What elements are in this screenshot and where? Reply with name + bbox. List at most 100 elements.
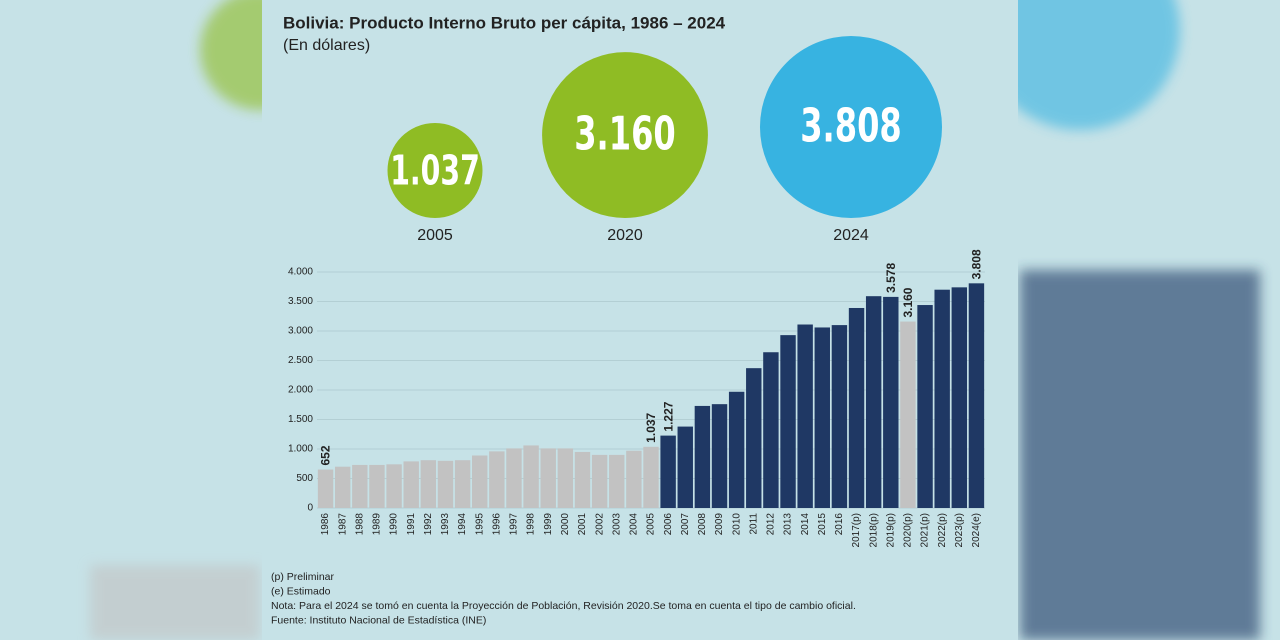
bar (848, 307, 865, 508)
x-tick-label: 2018(p) (868, 513, 879, 547)
bar (780, 335, 796, 508)
bar (317, 469, 334, 508)
bar (523, 445, 539, 508)
x-tick-label: 2005 (646, 513, 657, 536)
x-tick-label: 2007 (680, 513, 691, 536)
blurred-side (90, 0, 1260, 640)
x-tick-label: 2024(e) (971, 513, 982, 547)
bar (506, 448, 522, 508)
bar (369, 464, 385, 508)
highlight-circle (542, 52, 708, 218)
bar (420, 460, 437, 508)
bar (352, 464, 368, 508)
x-tick-label: 2000 (560, 513, 571, 536)
x-tick-label: 1986 (320, 513, 331, 536)
bar (437, 460, 454, 508)
x-tick-label: 1987 (337, 513, 348, 536)
y-tick-label: 1.000 (288, 444, 313, 455)
y-tick-label: 500 (296, 473, 313, 484)
bar (677, 426, 693, 508)
x-tick-label: 2021(p) (920, 513, 931, 547)
value-label: 1.037 (644, 412, 658, 442)
x-tick-label: 2023(p) (954, 513, 965, 547)
x-tick-label: 2001 (577, 513, 588, 536)
value-label: 3.808 (970, 249, 984, 279)
x-tick-label: 1993 (440, 513, 451, 536)
bar (934, 289, 950, 508)
bar (386, 464, 402, 508)
note: Fuente: Instituto Nacional de Estadístic… (271, 614, 486, 626)
x-tick-label: 2015 (817, 513, 828, 536)
bar (660, 435, 676, 508)
bar (540, 448, 556, 508)
highlight-circle (759, 35, 943, 218)
bar (643, 446, 659, 508)
highlight-value: 1.037 (390, 146, 480, 194)
x-tick-label: 1995 (474, 513, 485, 536)
bar (489, 451, 505, 508)
y-tick-label: 3.500 (288, 296, 313, 307)
bar (557, 448, 574, 508)
x-tick-label: 2019(p) (885, 513, 896, 547)
x-tick-label: 2014 (800, 513, 811, 536)
bar (472, 455, 488, 508)
y-tick-label: 1.500 (288, 414, 313, 425)
bar (814, 327, 830, 508)
chart-subtitle: (En dólares) (283, 37, 370, 54)
bar (609, 454, 625, 508)
bar (951, 287, 968, 508)
bar (334, 466, 351, 508)
chart-title: Bolivia: Producto Interno Bruto per cápi… (283, 13, 726, 32)
bar (728, 391, 745, 508)
x-tick-label: 1990 (389, 513, 400, 536)
bar (626, 450, 642, 508)
bar (917, 305, 933, 508)
x-tick-label: 1997 (509, 513, 520, 536)
x-tick-label: 2013 (783, 513, 794, 536)
x-tick-label: 2017(p) (851, 513, 862, 547)
y-tick-label: 2.500 (288, 355, 313, 366)
x-tick-label: 2002 (594, 513, 605, 536)
bar (900, 321, 916, 508)
note: (p) Preliminar (271, 571, 335, 583)
value-label: 1.227 (661, 401, 675, 431)
x-tick-label: 2012 (766, 513, 777, 536)
x-tick-label: 2020(p) (903, 513, 914, 547)
highlight-value: 3.808 (800, 99, 902, 153)
bar (968, 283, 985, 508)
highlight-circle (387, 123, 483, 218)
x-tick-label: 2016 (834, 513, 845, 536)
x-tick-label: 2004 (629, 513, 640, 536)
bar (454, 460, 471, 508)
x-tick-label: 1998 (526, 513, 537, 536)
note: Nota: Para el 2024 se tomó en cuenta la … (271, 600, 856, 612)
bar (797, 324, 813, 508)
x-tick-label: 2008 (697, 513, 708, 536)
y-tick-label: 3.000 (288, 326, 313, 337)
value-label: 3.578 (884, 263, 898, 293)
x-tick-label: 1989 (372, 513, 383, 536)
bar (746, 368, 762, 508)
highlight-year: 2024 (833, 227, 869, 244)
x-tick-label: 2010 (731, 513, 742, 536)
highlight-year: 2005 (417, 227, 453, 244)
x-tick-label: 1991 (406, 513, 417, 536)
bar (831, 325, 848, 508)
bar (403, 461, 419, 508)
bar (865, 296, 882, 508)
x-tick-label: 1996 (491, 513, 502, 536)
x-tick-label: 1992 (423, 513, 434, 536)
y-tick-label: 2.000 (288, 385, 313, 396)
x-tick-label: 1999 (543, 513, 554, 536)
value-label: 652 (319, 445, 333, 465)
x-tick-label: 2003 (611, 513, 622, 536)
note: (e) Estimado (271, 585, 331, 597)
x-tick-label: 2009 (714, 513, 725, 536)
bar (694, 405, 711, 508)
x-tick-label: 1994 (457, 513, 468, 536)
x-tick-label: 2006 (663, 513, 674, 536)
value-label: 3.160 (901, 287, 915, 317)
bar (763, 352, 779, 508)
